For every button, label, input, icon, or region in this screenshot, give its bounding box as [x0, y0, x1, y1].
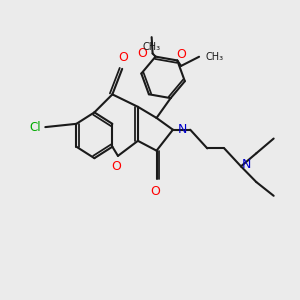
Text: O: O [112, 160, 122, 173]
Text: Cl: Cl [29, 121, 41, 134]
Text: CH₃: CH₃ [142, 42, 161, 52]
Text: O: O [150, 185, 160, 198]
Text: N: N [242, 158, 251, 171]
Text: N: N [178, 123, 187, 136]
Text: O: O [137, 47, 147, 60]
Text: O: O [119, 51, 129, 64]
Text: O: O [176, 48, 186, 61]
Text: CH₃: CH₃ [206, 52, 224, 62]
